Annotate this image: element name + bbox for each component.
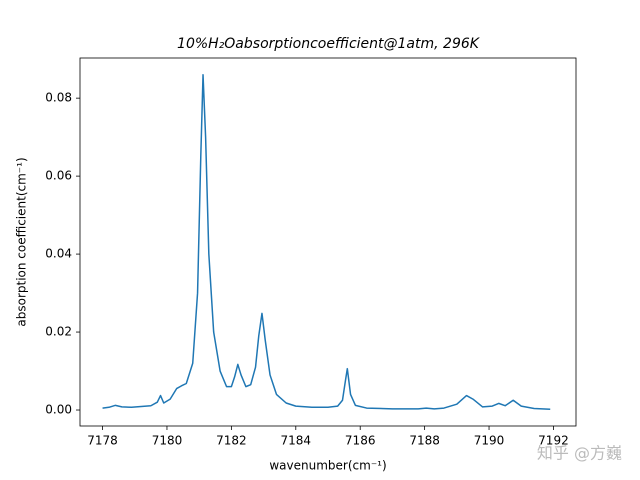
x-tick-label: 7180: [152, 434, 183, 448]
y-tick-label: 0.06: [45, 169, 72, 183]
y-tick-label: 0.08: [45, 91, 72, 105]
x-tick-label: 7178: [87, 434, 118, 448]
y-tick-label: 0.02: [45, 325, 72, 339]
chart-title: 10%H₂Oabsorptioncoefficient@1atm, 296K: [177, 36, 481, 52]
x-tick-label: 7184: [281, 434, 312, 448]
x-tick-label: 7192: [538, 434, 569, 448]
x-tick-label: 7188: [409, 434, 440, 448]
y-tick-label: 0.04: [45, 247, 72, 261]
x-tick-label: 7182: [216, 434, 247, 448]
x-tick-label: 7186: [345, 434, 376, 448]
x-tick-label: 7190: [474, 434, 505, 448]
x-axis-label: wavenumber(cm⁻¹): [269, 459, 386, 473]
axes-frame: [79, 57, 577, 427]
watermark: 知乎 @方巍: [537, 444, 622, 463]
data-line: [102, 74, 551, 410]
y-tick-label: 0.00: [45, 403, 72, 417]
y-axis-label: absorption coefficient(cm⁻¹): [15, 157, 29, 326]
